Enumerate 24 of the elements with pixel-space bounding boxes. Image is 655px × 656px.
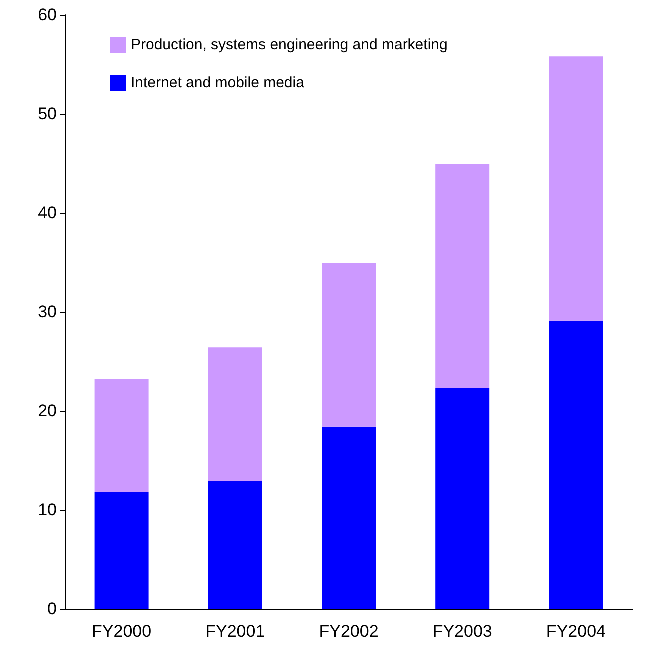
legend-label: Internet and mobile media [131,74,306,92]
bar [208,481,262,609]
bar [549,320,604,609]
y-tick-label: 30 [38,302,57,322]
bar [322,263,376,427]
y-tick-label: 10 [38,500,57,520]
legend-label: Production, systems engineering and marketing [131,36,448,54]
x-tick-label: FY2004 [546,622,606,641]
bar [94,492,149,609]
bar [94,379,149,492]
bar [208,348,262,482]
y-tick-label: 60 [38,6,57,24]
bar [436,388,490,609]
x-tick-label: FY2002 [319,622,379,641]
y-tick-label: 0 [48,600,57,618]
y-tick-label: 20 [38,402,57,420]
x-tick-label: FY2003 [432,622,492,641]
bar [549,56,604,321]
bar [322,426,376,609]
y-tick-label: 50 [38,104,57,124]
bar [436,164,490,388]
y-tick-label: 40 [38,204,57,222]
x-tick-label: FY2001 [206,622,266,641]
x-tick-label: FY2000 [92,622,152,641]
